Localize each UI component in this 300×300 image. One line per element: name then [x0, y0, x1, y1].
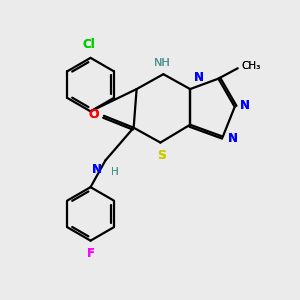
Circle shape	[155, 137, 166, 148]
Text: N: N	[228, 132, 238, 145]
Circle shape	[218, 131, 228, 142]
Text: N: N	[240, 99, 250, 112]
Text: O: O	[88, 108, 99, 121]
Text: N: N	[92, 164, 102, 176]
Text: NH: NH	[154, 58, 170, 68]
Text: N: N	[228, 132, 238, 145]
Circle shape	[230, 102, 240, 112]
Text: H: H	[111, 167, 119, 177]
Text: N: N	[194, 71, 204, 84]
Text: CH₃: CH₃	[241, 61, 260, 71]
Text: N: N	[92, 164, 102, 176]
Text: NH: NH	[154, 58, 170, 68]
Text: N: N	[194, 71, 204, 84]
Circle shape	[158, 69, 169, 80]
Text: S: S	[158, 149, 166, 162]
Circle shape	[185, 84, 196, 94]
Text: S: S	[158, 149, 166, 162]
Text: N: N	[240, 99, 250, 112]
Text: Cl: Cl	[83, 38, 95, 51]
Text: H: H	[111, 167, 119, 177]
Text: O: O	[88, 108, 99, 121]
Text: CH₃: CH₃	[241, 61, 260, 71]
Text: F: F	[87, 247, 94, 260]
Text: F: F	[87, 247, 94, 260]
Text: Cl: Cl	[83, 38, 95, 51]
